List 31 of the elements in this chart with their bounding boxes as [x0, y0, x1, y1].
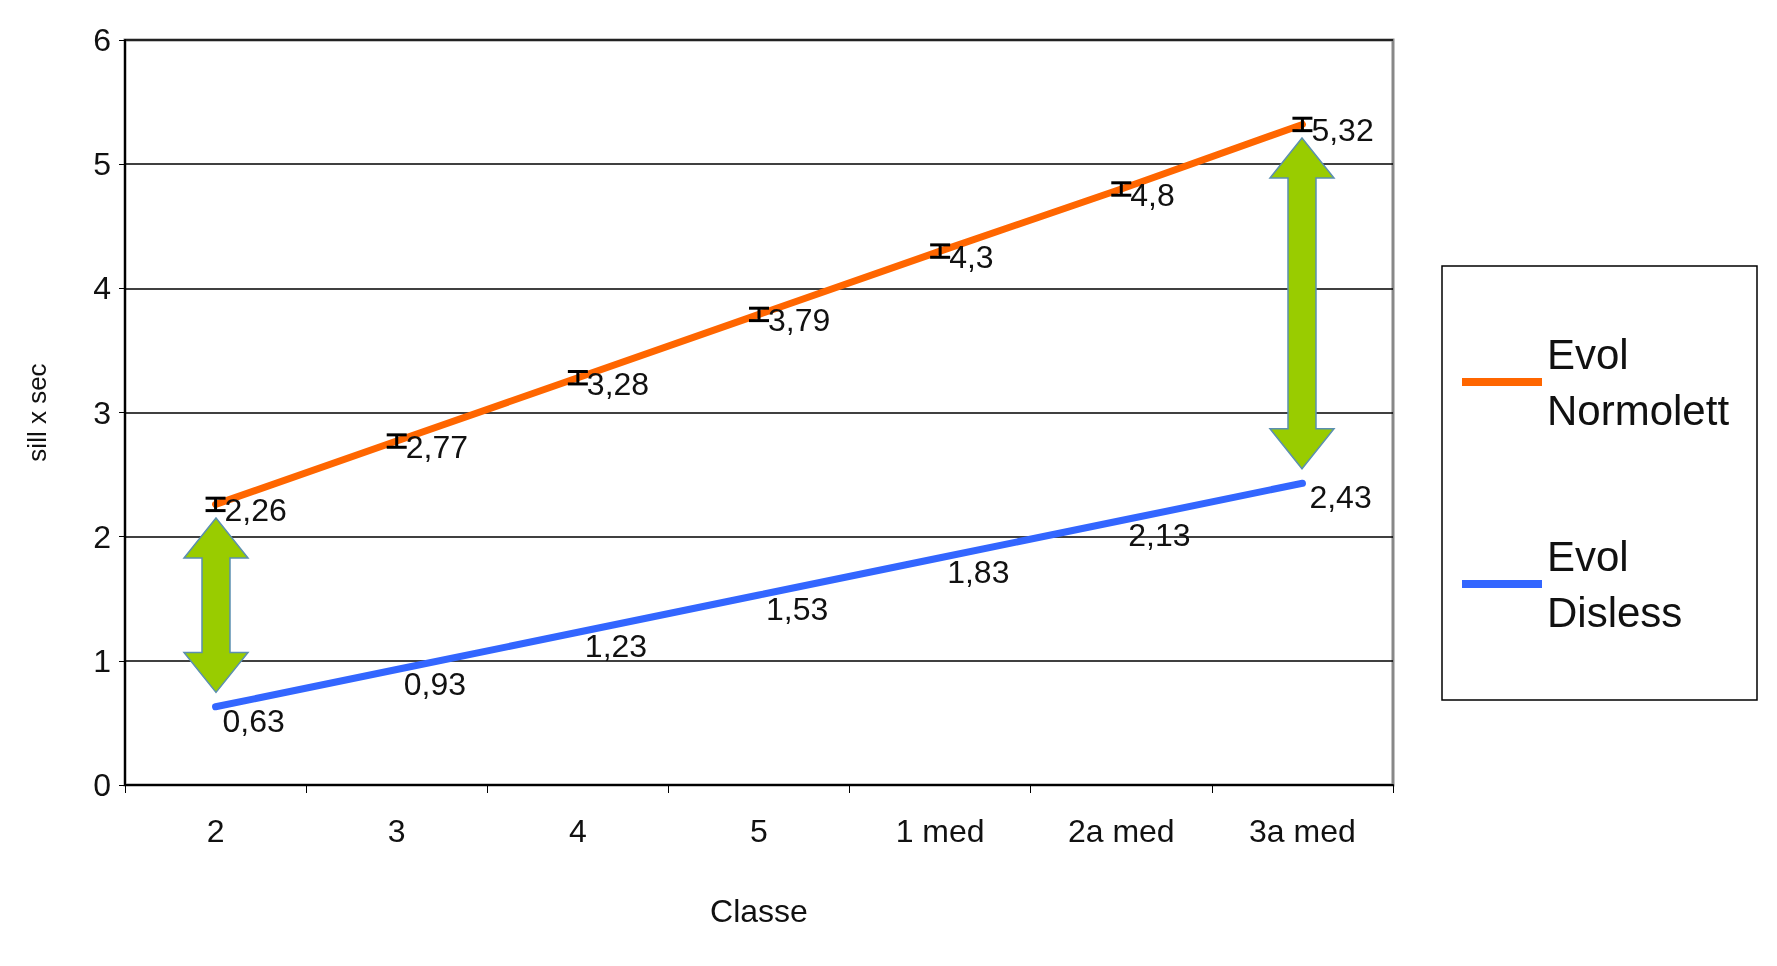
x-tick-label: 3 — [387, 813, 406, 849]
data-label: 2,26 — [224, 492, 287, 529]
data-label: 1,53 — [766, 591, 829, 628]
y-tick-label: 0 — [93, 767, 111, 803]
x-tick-label: 1 med — [895, 813, 985, 849]
data-label: 2,77 — [405, 429, 468, 466]
data-label: 1,23 — [584, 628, 648, 665]
x-axis-title: Classe — [710, 893, 808, 929]
data-label: 4,8 — [1130, 177, 1175, 213]
x-tick-label: 5 — [750, 813, 768, 849]
y-tick-label: 5 — [93, 146, 111, 183]
y-axis-title: sill x sec — [22, 363, 52, 462]
x-tick-label: 3a med — [1249, 813, 1356, 849]
y-tick-label: 3 — [93, 394, 111, 431]
data-label: 2,43 — [1309, 479, 1372, 516]
y-tick-label: 2 — [93, 518, 111, 555]
data-label: 1,83 — [947, 553, 1010, 590]
data-label: 5,32 — [1311, 112, 1374, 149]
data-label: 3,79 — [768, 302, 831, 339]
x-tick-label: 2a med — [1067, 813, 1175, 849]
legend-label: Evol Disless — [1547, 532, 1683, 636]
legend-label: Evol Normolett — [1547, 330, 1730, 434]
y-tick-label: 4 — [93, 270, 111, 307]
data-label: 4,3 — [949, 239, 994, 276]
x-tick-label: 4 — [568, 813, 587, 849]
y-tick-label: 1 — [93, 642, 111, 679]
data-label: 3,28 — [586, 365, 650, 402]
y-tick-label: 6 — [93, 22, 111, 58]
x-tick-label: 2 — [206, 813, 225, 849]
data-label: 0,93 — [403, 665, 466, 702]
data-label: 0,63 — [222, 702, 285, 739]
